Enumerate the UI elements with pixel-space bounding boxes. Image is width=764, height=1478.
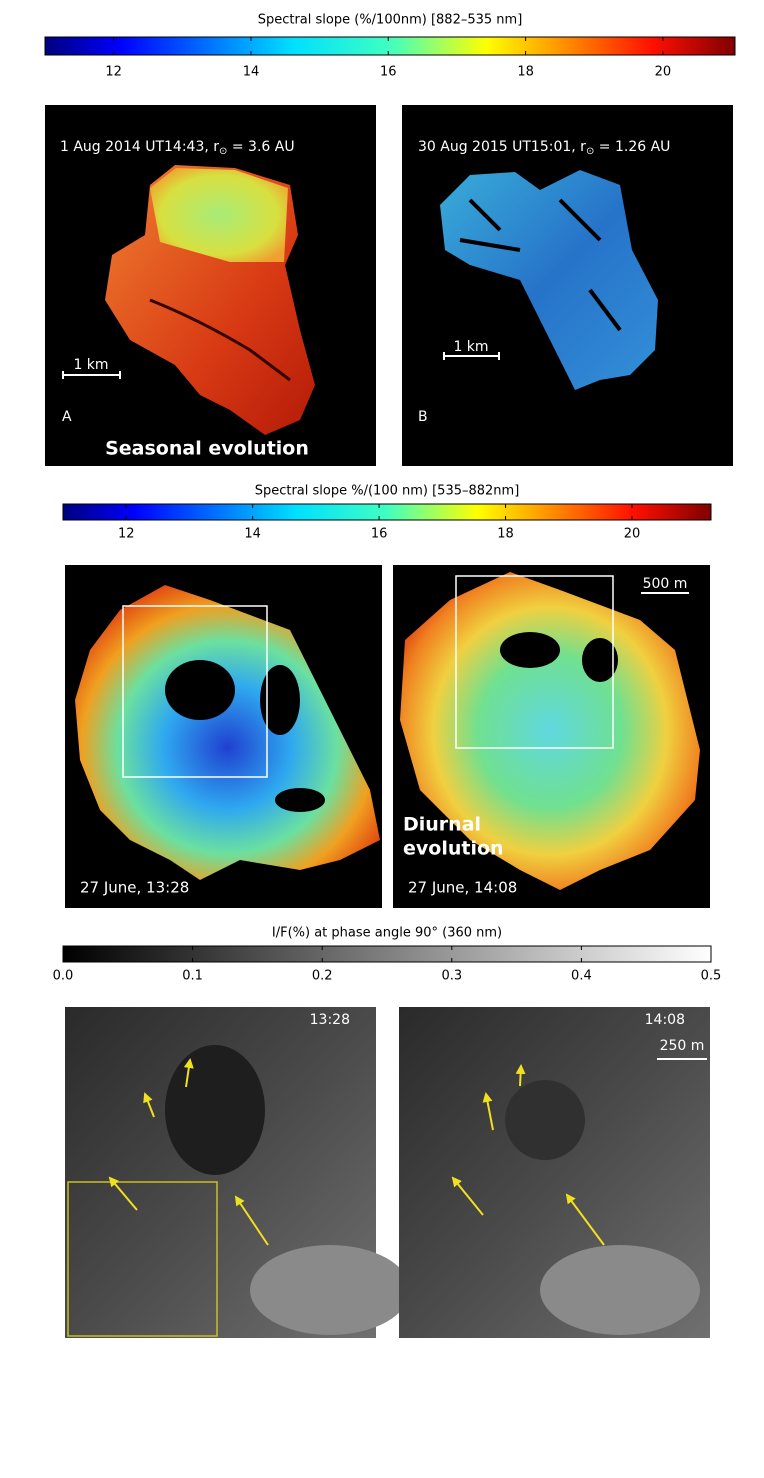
panel-e: 13:28 bbox=[65, 1007, 410, 1338]
crack bbox=[149, 298, 291, 382]
colorbar-bar bbox=[44, 36, 736, 56]
shadow bbox=[500, 632, 560, 668]
zoom-box bbox=[455, 575, 614, 749]
shadow bbox=[459, 198, 622, 332]
colorbar-bar bbox=[62, 503, 712, 521]
shadow bbox=[165, 660, 235, 720]
colorbar-tick-label: 14 bbox=[243, 65, 260, 80]
colorbar: Spectral slope (%/100nm) [882–535 nm] 12 1… bbox=[44, 13, 736, 80]
arrow bbox=[451, 1176, 484, 1216]
arrow bbox=[108, 1176, 138, 1211]
panel-caption: 30 Aug 2015 UT15:01, r⊙ = 1.26 AU bbox=[418, 139, 670, 157]
crater bbox=[505, 1080, 585, 1160]
colorbar-tick-label: 0.2 bbox=[312, 969, 333, 984]
colorbar-tick-label: 16 bbox=[380, 65, 397, 80]
colorbar-tick-label: 16 bbox=[371, 527, 388, 542]
panel-f: 250 m 14:08 bbox=[399, 1007, 710, 1338]
colorbar-tick-label: 20 bbox=[624, 527, 641, 542]
colorbar: Spectral slope %/(100 nm) [535–882nm] 12 1… bbox=[62, 484, 712, 542]
panel-label: Diurnal bbox=[403, 814, 481, 836]
shadow bbox=[582, 638, 618, 682]
colorbar-tick-label: 0.5 bbox=[701, 969, 722, 984]
caption-text: 30 Aug 2015 UT15:01, r bbox=[418, 139, 586, 155]
panel-caption: 1 Aug 2014 UT14:43, r⊙ = 3.6 AU bbox=[60, 139, 295, 157]
arrow bbox=[482, 1092, 494, 1131]
colorbar-tick-label: 12 bbox=[118, 527, 135, 542]
panel-caption: 13:28 bbox=[310, 1012, 350, 1028]
caption-sub: ⊙ bbox=[219, 146, 227, 157]
zoom-box bbox=[122, 605, 268, 778]
scale-label: 1 km bbox=[453, 339, 488, 355]
panel-caption: 27 June, 13:28 bbox=[80, 879, 189, 897]
panel-letter: A bbox=[62, 409, 72, 425]
colorbar-title: I/F(%) at phase angle 90° (360 nm) bbox=[272, 926, 502, 941]
panel-label: Seasonal evolution bbox=[105, 438, 309, 460]
panel-a: 1 Aug 2014 UT14:43, r⊙ = 3.6 AU 1 km A S… bbox=[45, 105, 376, 466]
colorbar-tick-label: 0.0 bbox=[53, 969, 74, 984]
plain bbox=[250, 1245, 410, 1335]
colorbar-tick-label: 0.3 bbox=[441, 969, 462, 984]
shadow bbox=[260, 665, 300, 735]
arrow bbox=[234, 1195, 269, 1246]
scale-label: 250 m bbox=[660, 1038, 705, 1054]
arrow bbox=[565, 1193, 605, 1246]
plain bbox=[540, 1245, 700, 1335]
colorbar-tick-label: 18 bbox=[517, 65, 534, 80]
shadow bbox=[165, 1045, 265, 1175]
colorbar: I/F(%) at phase angle 90° (360 nm) 0.0 0.1… bbox=[53, 926, 722, 984]
caption-text: 1 Aug 2014 UT14:43, r bbox=[60, 139, 219, 155]
caption-end: = 3.6 AU bbox=[227, 139, 294, 155]
caption-end: = 1.26 AU bbox=[594, 139, 670, 155]
arrow bbox=[515, 1064, 526, 1087]
colorbar-bar bbox=[62, 945, 712, 963]
scale-label: 1 km bbox=[73, 357, 108, 373]
colorbar-tick-label: 18 bbox=[497, 527, 514, 542]
panel-label: evolution bbox=[403, 838, 504, 860]
zoom-box bbox=[67, 1181, 218, 1337]
shadow bbox=[275, 788, 325, 812]
comet-lobe bbox=[150, 168, 288, 262]
panel-caption: 27 June, 14:08 bbox=[408, 879, 517, 897]
panel-caption: 14:08 bbox=[645, 1012, 685, 1028]
panel-letter: B bbox=[418, 409, 428, 425]
colorbar-tick-label: 0.4 bbox=[571, 969, 592, 984]
colorbar-tick-label: 20 bbox=[655, 65, 672, 80]
colorbar-title: Spectral slope %/(100 nm) [535–882nm] bbox=[255, 484, 520, 499]
scale-label: 500 m bbox=[643, 576, 688, 592]
arrow bbox=[143, 1092, 155, 1118]
colorbar-title: Spectral slope (%/100nm) [882–535 nm] bbox=[258, 13, 523, 28]
caption-sub: ⊙ bbox=[586, 146, 594, 157]
colorbar-tick-label: 12 bbox=[105, 65, 122, 80]
colorbar-tick-label: 0.1 bbox=[182, 969, 203, 984]
panel-b: 30 Aug 2015 UT15:01, r⊙ = 1.26 AU 1 km B bbox=[402, 105, 733, 466]
panel-c: 27 June, 13:28 bbox=[65, 565, 382, 908]
panel-d: 500 m Diurnal evolution 27 June, 14:08 bbox=[393, 565, 710, 908]
colorbar-tick-label: 14 bbox=[244, 527, 261, 542]
comet-image bbox=[400, 572, 700, 890]
arrow bbox=[183, 1058, 194, 1088]
